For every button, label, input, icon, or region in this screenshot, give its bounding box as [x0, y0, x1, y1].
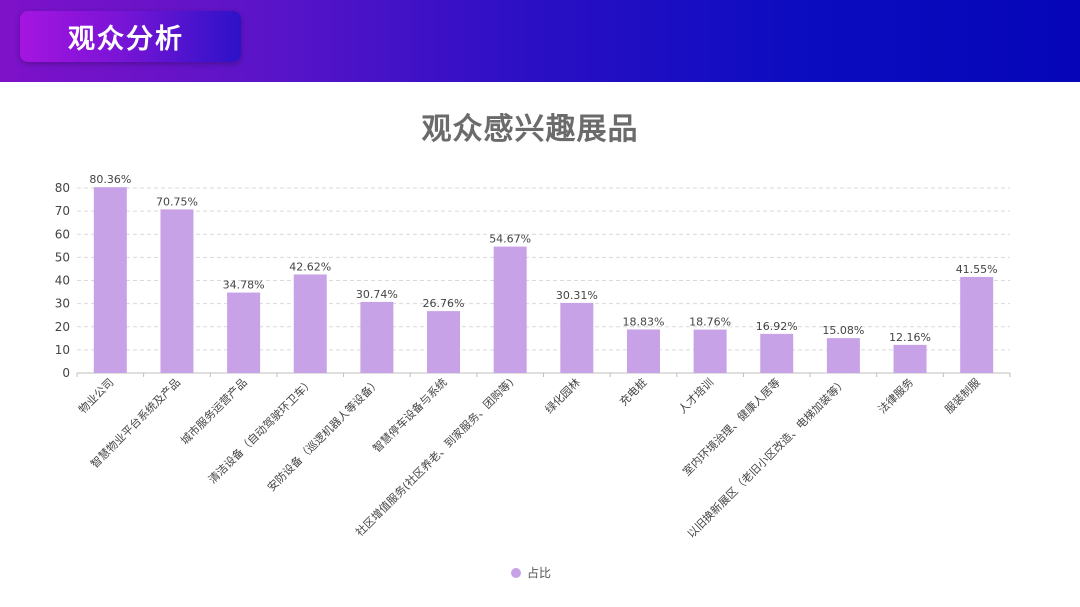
data-label: 26.76%: [423, 297, 465, 310]
data-label: 12.16%: [889, 331, 931, 344]
chart-legend[interactable]: 占比: [511, 564, 551, 581]
data-label: 80.36%: [89, 173, 131, 186]
section-title-badge: 观众分析: [20, 11, 241, 62]
bar: [160, 209, 194, 373]
x-tick-label: 清洁设备（自动驾驶环卫车）: [205, 375, 316, 486]
bar: [427, 311, 461, 373]
x-tick-label: 充电桩: [616, 375, 649, 408]
x-tick-label: 物业公司: [75, 375, 116, 416]
bar: [826, 338, 860, 373]
legend-marker: [511, 567, 521, 578]
data-label: 34.78%: [223, 279, 265, 292]
x-tick-label: 绿化园林: [542, 375, 583, 416]
x-tick-label: 智慧停车设备与系统: [370, 375, 450, 455]
y-tick-label: 80: [55, 181, 70, 195]
bar: [560, 302, 594, 373]
data-label: 18.83%: [622, 315, 664, 328]
x-tick-label: 城市服务运营产品: [178, 375, 250, 447]
section-title: 观众分析: [68, 24, 184, 55]
bar: [360, 301, 394, 373]
data-label: 70.75%: [156, 195, 198, 208]
y-tick-label: 70: [55, 204, 70, 218]
y-tick-label: 0: [62, 366, 70, 380]
data-label: 30.31%: [556, 289, 598, 302]
data-label: 16.92%: [756, 320, 798, 333]
bar: [626, 329, 660, 373]
data-label: 54.67%: [489, 233, 531, 246]
legend-label: 占比: [527, 566, 552, 580]
data-label: 18.76%: [689, 316, 731, 329]
y-tick-label: 30: [55, 297, 70, 311]
data-label: 41.55%: [956, 263, 998, 276]
x-tick-label: 人才培训: [675, 375, 716, 416]
y-tick-label: 60: [55, 227, 70, 241]
bar: [693, 329, 727, 373]
x-tick-label: 法律服务: [875, 375, 916, 416]
chart-title: 观众感兴趣展品: [421, 112, 639, 147]
y-tick-label: 10: [55, 343, 70, 357]
data-label: 30.74%: [356, 288, 398, 301]
bar: [293, 274, 327, 373]
y-tick-label: 20: [55, 320, 70, 334]
data-label: 15.08%: [822, 324, 864, 337]
x-tick-label: 服装制服: [942, 376, 982, 416]
x-tick-label: 安防设备（巡逻机器人等设备）: [264, 375, 383, 494]
bar: [893, 344, 927, 373]
bar: [493, 246, 527, 373]
bar: [227, 292, 261, 373]
bar: [960, 276, 994, 373]
y-tick-label: 40: [55, 274, 70, 288]
bar: [760, 333, 794, 373]
data-label: 42.62%: [289, 260, 331, 273]
bar: [93, 187, 127, 373]
y-tick-label: 50: [55, 250, 70, 264]
